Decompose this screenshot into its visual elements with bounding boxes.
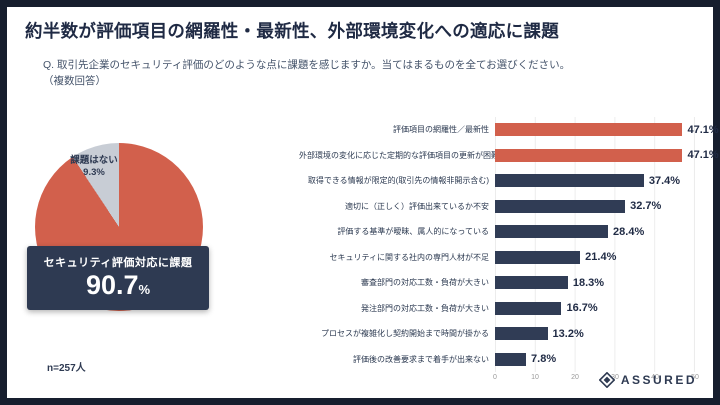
bar-category-label: 評価する基準が曖昧、属人的になっている — [337, 227, 489, 237]
page-title: 約半数が評価項目の網羅性・最新性、外部環境変化への適応に課題 — [25, 21, 559, 41]
bar-category-label: 外部環境の変化に応じた定期的な評価項目の更新が困難 — [299, 150, 499, 160]
bar-track: 47.1% — [495, 117, 719, 143]
sample-size-note: n=257人 — [47, 363, 86, 374]
bar-track: 37.4% — [495, 168, 695, 194]
bar-category-label: 適切に（正しく）評価出来ているか不安 — [345, 201, 489, 211]
bar-fill — [495, 123, 683, 137]
x-tick-label: 10 — [531, 374, 539, 381]
survey-question-line2: （複数回答） — [43, 75, 106, 88]
bar-value-label: 32.7% — [630, 200, 662, 213]
x-tick-label: 0 — [493, 374, 497, 381]
bar-category-label: 取得できる情報が限定的(取引先の情報非開示含む) — [307, 176, 489, 186]
bar-track: 32.7% — [495, 193, 695, 219]
pie-slice-label-value: 9.3% — [83, 167, 105, 179]
bar-row: セキュリティに関する社内の専門人材が不足 21.4% — [299, 244, 695, 270]
bar-category-label: プロセスが複雑化し契約開始まで時間が掛かる — [321, 329, 489, 339]
bar-fill — [495, 174, 644, 188]
bar-value-label: 28.4% — [613, 225, 645, 238]
bar-row: 審査部門の対応工数・負荷が大きい 18.3% — [299, 270, 695, 296]
bar-fill — [495, 225, 609, 239]
bar-category-label: 発注部門の対応工数・負荷が大きい — [361, 303, 489, 313]
pie-slice-label-text: 課題はない — [70, 155, 118, 166]
bar-track: 18.3% — [495, 270, 695, 296]
bar-track: 16.7% — [495, 295, 695, 321]
bar-track: 7.8% — [495, 346, 695, 372]
bar-fill — [495, 276, 568, 290]
bar-value-label: 47.1% — [687, 149, 719, 162]
bar-fill — [495, 199, 626, 213]
bar-track: 47.1% — [495, 142, 719, 168]
bar-value-label: 21.4% — [585, 251, 617, 264]
bar-row: 外部環境の変化に応じた定期的な評価項目の更新が困難 47.1% — [299, 142, 719, 168]
bar-row: 適切に（正しく）評価出来ているか不安 32.7% — [299, 193, 695, 219]
bar-fill — [495, 352, 527, 366]
survey-question-line1: Q. 取引先企業のセキュリティ評価のどのような点に課題を感じますか。当てはまるも… — [43, 59, 571, 71]
pie-callout-number: 90.7 — [85, 270, 139, 300]
slide: 約半数が評価項目の網羅性・最新性、外部環境変化への適応に課題 Q. 取引先企業の… — [7, 7, 719, 398]
assured-logo-icon — [598, 372, 615, 388]
bar-row: 発注部門の対応工数・負荷が大きい 16.7% — [299, 295, 695, 321]
bar-value-label: 18.3% — [572, 276, 605, 289]
x-tick-label: 30 — [611, 374, 619, 381]
brand-logo-text: ASSURED — [620, 373, 697, 387]
brand-logo: ASSURED — [598, 372, 697, 388]
x-tick-label: 20 — [571, 374, 579, 381]
bar-fill — [495, 148, 683, 162]
bar-category-label: 評価項目の網羅性／最新性 — [393, 125, 489, 135]
bar-fill — [495, 301, 562, 315]
bar-category-label: 評価後の改善要求まで着手が出来ない — [353, 354, 489, 364]
pie-slice-label: 課題はない 9.3% — [63, 155, 125, 180]
bar-row: プロセスが複雑化し契約開始まで時間が掛かる 13.2% — [299, 321, 695, 347]
pie-callout-unit: % — [138, 282, 151, 297]
bar-track: 28.4% — [495, 219, 695, 245]
bar-fill — [495, 250, 581, 264]
bar-category-label: セキュリティに関する社内の専門人材が不足 — [329, 252, 489, 262]
bar-row: 評価項目の網羅性／最新性 47.1% — [299, 117, 719, 143]
bar-chart: 評価項目の網羅性／最新性 47.1% 外部環境の変化に応じた定期的な評価項目の更… — [299, 117, 719, 384]
bar-value-label: 16.7% — [566, 302, 598, 315]
x-tick-label: 40 — [651, 374, 659, 381]
bar-row: 取得できる情報が限定的(取引先の情報非開示含む) 37.4% — [299, 168, 695, 194]
survey-question: Q. 取引先企業のセキュリティ評価のどのような点に課題を感じますか。当てはまるも… — [43, 57, 570, 90]
pie-callout: セキュリティ評価対応に課題 90.7% — [27, 246, 209, 311]
bar-value-label: 13.2% — [552, 327, 584, 340]
pie-callout-label: セキュリティ評価対応に課題 — [43, 257, 193, 269]
bar-value-label: 47.1% — [687, 123, 719, 136]
x-tick-label: 50 — [691, 374, 699, 381]
bar-value-label: 7.8% — [531, 353, 557, 366]
pie-callout-value: 90.7% — [32, 270, 204, 301]
bar-track: 13.2% — [495, 321, 695, 347]
bar-row: 評価後の改善要求まで着手が出来ない 7.8% — [299, 346, 695, 372]
bar-row: 評価する基準が曖昧、属人的になっている 28.4% — [299, 219, 695, 245]
x-ticks: 0 10 20 30 40 50 — [493, 372, 699, 384]
bar-category-label: 審査部門の対応工数・負荷が大きい — [361, 278, 489, 288]
bar-rows: 評価項目の網羅性／最新性 47.1% 外部環境の変化に応じた定期的な評価項目の更… — [299, 117, 719, 372]
bar-value-label: 37.4% — [648, 174, 681, 187]
bar-track: 21.4% — [495, 244, 695, 270]
bar-fill — [495, 327, 548, 341]
